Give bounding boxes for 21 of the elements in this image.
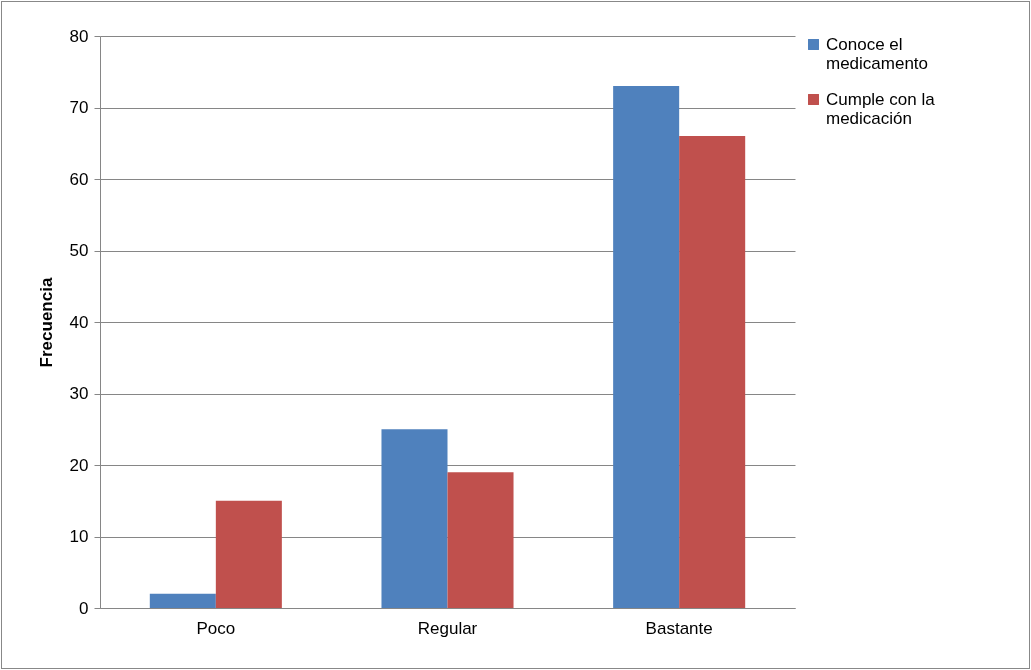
legend-label: Conoce el medicamento xyxy=(826,34,929,73)
y-tick-label: 40 xyxy=(69,312,89,332)
y-tick-label: 20 xyxy=(69,455,89,475)
x-tick-label: Poco xyxy=(196,618,236,638)
y-tick-label: 10 xyxy=(69,527,89,546)
x-tick-label: Regular xyxy=(417,618,478,638)
y-tick-label: 60 xyxy=(69,169,89,189)
y-tick-label: 0 xyxy=(79,598,89,618)
y-tick-label: 30 xyxy=(69,384,89,403)
x-tick-label: Bastante xyxy=(645,618,713,638)
bar xyxy=(381,429,448,608)
y-axis-title: Frecuencia xyxy=(36,277,56,368)
bar xyxy=(149,593,216,608)
bar xyxy=(215,500,282,608)
bar xyxy=(447,472,514,608)
y-tick-label: 80 xyxy=(69,26,89,46)
bar xyxy=(613,86,680,608)
bar xyxy=(679,136,746,608)
y-tick-label: 50 xyxy=(69,241,89,260)
y-tick-label: 70 xyxy=(69,98,89,117)
legend-label: Cumple con la medicación xyxy=(826,89,936,128)
